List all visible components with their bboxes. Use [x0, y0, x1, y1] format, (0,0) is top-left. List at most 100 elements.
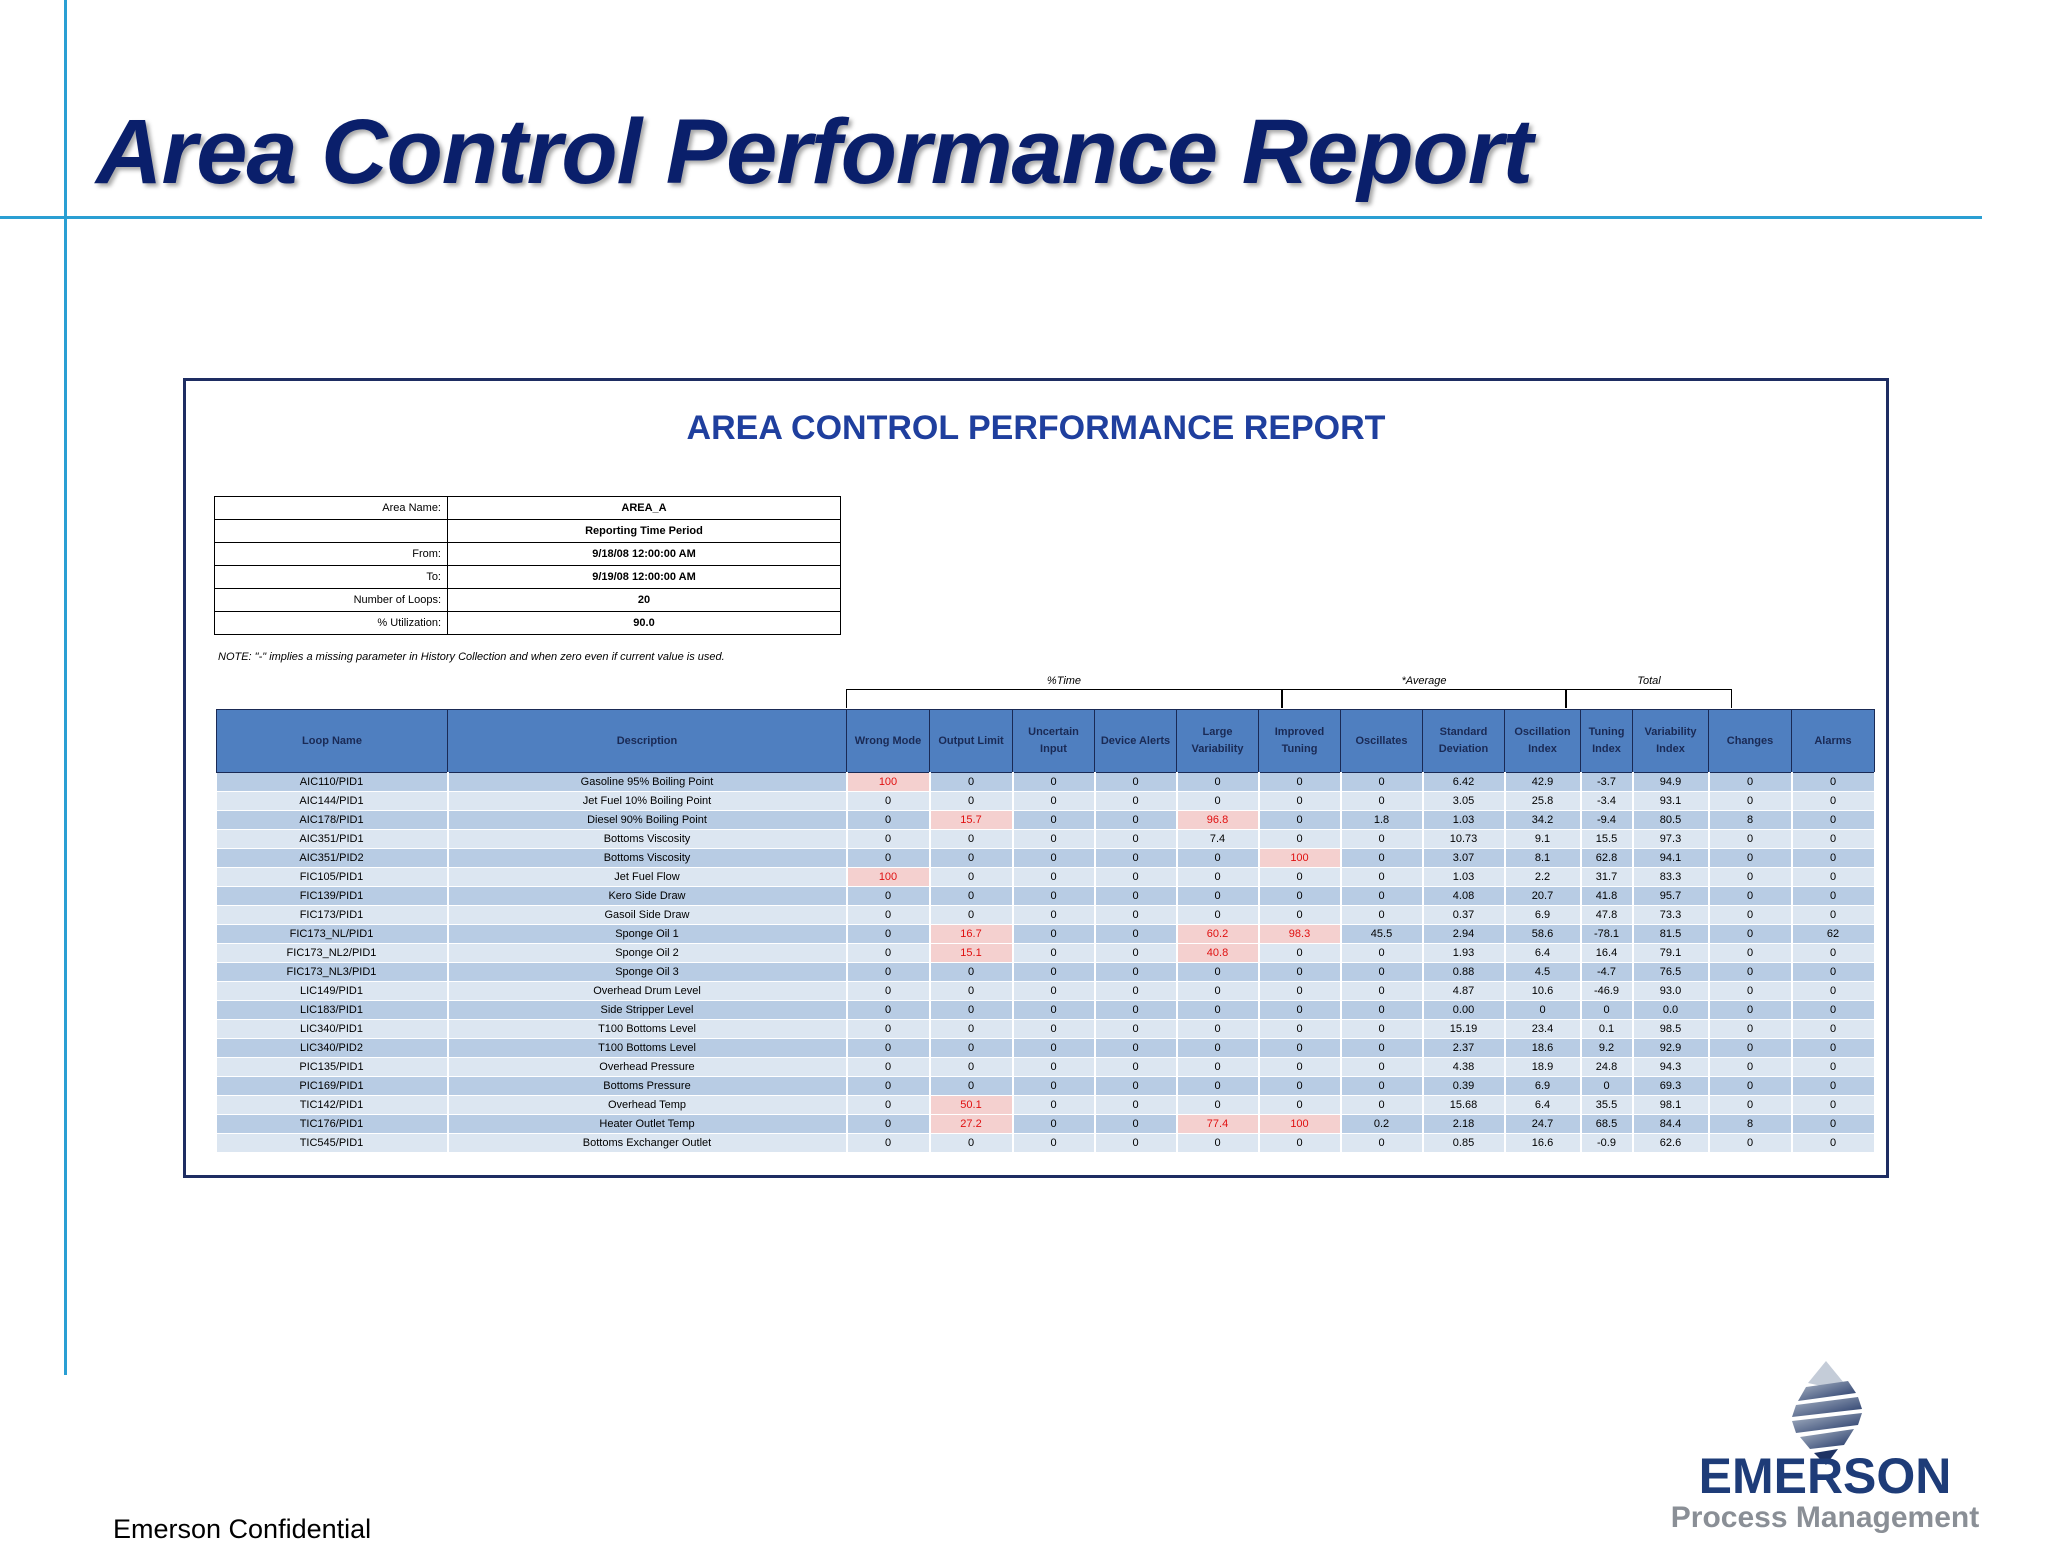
metric-cell: 0: [1094, 829, 1178, 849]
metric-cell: 0: [1094, 867, 1178, 887]
description-cell: Overhead Temp: [447, 1095, 848, 1115]
metric-cell: 0: [1708, 1133, 1793, 1153]
loop-name-cell: TIC176/PID1: [216, 1114, 449, 1134]
metric-cell: 0: [1094, 1019, 1178, 1039]
metric-cell: 0: [929, 886, 1014, 906]
metric-cell: 23.4: [1504, 1019, 1582, 1039]
metric-cell: 0: [1340, 867, 1424, 887]
description-cell: Bottoms Exchanger Outlet: [447, 1133, 848, 1153]
metric-cell: 0: [1012, 772, 1096, 792]
metric-cell: 81.5: [1632, 924, 1710, 944]
metric-cell: 0: [1012, 810, 1096, 830]
metric-cell: 0: [1340, 1095, 1424, 1115]
metric-cell: 0: [846, 1000, 931, 1020]
metric-cell: 0: [1340, 905, 1424, 925]
loop-name-cell: TIC142/PID1: [216, 1095, 449, 1115]
metric-cell: 7.4: [1176, 829, 1260, 849]
metric-cell: 0: [1258, 981, 1342, 1001]
metric-cell: 6.9: [1504, 1076, 1582, 1096]
description-cell: Kero Side Draw: [447, 886, 848, 906]
logo-name: EMERSON: [1699, 1448, 1952, 1504]
metric-cell: 0: [1258, 1133, 1342, 1153]
metric-cell: 0: [1340, 962, 1424, 982]
metric-cell: 0: [1708, 924, 1793, 944]
metric-cell: 0: [1708, 1095, 1793, 1115]
loop-name-cell: TIC545/PID1: [216, 1133, 449, 1153]
metric-cell: 0: [1094, 1133, 1178, 1153]
metric-cell: 4.87: [1422, 981, 1506, 1001]
metric-cell: 73.3: [1632, 905, 1710, 925]
report-note: NOTE: "-" implies a missing parameter in…: [218, 651, 725, 663]
metric-cell: 98.3: [1258, 924, 1342, 944]
metric-cell: 0: [846, 1019, 931, 1039]
loop-name-cell: AIC351/PID1: [216, 829, 449, 849]
metric-cell: 0: [1708, 848, 1793, 868]
metric-cell: 0: [1340, 943, 1424, 963]
info-row: To: 9/19/08 12:00:00 AM: [214, 565, 841, 589]
table-row: LIC340/PID2 T100 Bottoms Level 0 0 0 0 0 0 0 2.37…: [216, 1038, 1876, 1058]
metric-cell: 94.9: [1632, 772, 1710, 792]
metric-cell: 0: [1708, 1076, 1793, 1096]
table-row: FIC139/PID1 Kero Side Draw 0 0 0 0 0 0 0 4.08 20.7…: [216, 886, 1876, 906]
metric-cell: 27.2: [929, 1114, 1014, 1134]
info-label: Number of Loops:: [214, 588, 448, 612]
metric-cell: 4.5: [1504, 962, 1582, 982]
metric-cell: 0: [1708, 1038, 1793, 1058]
metric-cell: 0: [846, 848, 931, 868]
metric-cell: 0: [1791, 867, 1876, 887]
metric-cell: 0: [1176, 867, 1260, 887]
metric-cell: 0: [1094, 1038, 1178, 1058]
loop-name-cell: AIC178/PID1: [216, 810, 449, 830]
column-header: Output Limit: [929, 709, 1013, 773]
description-cell: Bottoms Pressure: [447, 1076, 848, 1096]
metric-cell: 1.8: [1340, 810, 1424, 830]
metric-cell: 10.73: [1422, 829, 1506, 849]
metric-cell: 0: [1176, 848, 1260, 868]
metric-cell: 0: [1791, 1019, 1876, 1039]
metric-cell: 0: [1012, 905, 1096, 925]
metric-cell: 92.9: [1632, 1038, 1710, 1058]
info-value: 9/18/08 12:00:00 AM: [447, 542, 841, 566]
metric-cell: 3.07: [1422, 848, 1506, 868]
column-header: Device Alerts: [1094, 709, 1177, 773]
metric-cell: 0: [1176, 981, 1260, 1001]
info-label: Area Name:: [214, 496, 448, 520]
metric-cell: 0: [846, 886, 931, 906]
metric-cell: 6.4: [1504, 943, 1582, 963]
metric-cell: 0: [1258, 1019, 1342, 1039]
metric-cell: 79.1: [1632, 943, 1710, 963]
metric-cell: 35.5: [1580, 1095, 1634, 1115]
description-cell: Bottoms Viscosity: [447, 829, 848, 849]
metric-cell: 0: [1094, 886, 1178, 906]
metric-cell: 83.3: [1632, 867, 1710, 887]
metric-cell: 0: [1340, 829, 1424, 849]
metric-cell: 0: [1708, 1000, 1793, 1020]
loop-name-cell: LIC340/PID2: [216, 1038, 449, 1058]
table-row: AIC351/PID2 Bottoms Viscosity 0 0 0 0 0 100 0 3.0…: [216, 848, 1876, 868]
metric-cell: 0: [1176, 1133, 1260, 1153]
metric-cell: 0: [1258, 943, 1342, 963]
metric-cell: 0: [846, 791, 931, 811]
metric-cell: 0: [1012, 848, 1096, 868]
metric-cell: 42.9: [1504, 772, 1582, 792]
metric-cell: 9.1: [1504, 829, 1582, 849]
description-cell: Sponge Oil 1: [447, 924, 848, 944]
metric-cell: 34.2: [1504, 810, 1582, 830]
metric-cell: 0: [1258, 1076, 1342, 1096]
metric-cell: 0: [1708, 772, 1793, 792]
info-row: Area Name: AREA_A: [214, 496, 841, 520]
metric-cell: 0.85: [1422, 1133, 1506, 1153]
metric-cell: 0: [1340, 981, 1424, 1001]
metric-cell: 97.3: [1632, 829, 1710, 849]
metric-cell: 0: [1791, 1000, 1876, 1020]
description-cell: Gasoil Side Draw: [447, 905, 848, 925]
metric-cell: 0: [1012, 1133, 1096, 1153]
table-row: TIC142/PID1 Overhead Temp 0 50.1 0 0 0 0 0 15.68 6…: [216, 1095, 1876, 1115]
metric-cell: 60.2: [1176, 924, 1260, 944]
footer-confidential: Emerson Confidential: [113, 1514, 372, 1544]
metric-cell: 0: [1176, 1038, 1260, 1058]
loop-name-cell: LIC183/PID1: [216, 1000, 449, 1020]
metric-cell: 68.5: [1580, 1114, 1634, 1134]
metric-cell: 0: [846, 1038, 931, 1058]
metric-cell: 0: [1094, 905, 1178, 925]
